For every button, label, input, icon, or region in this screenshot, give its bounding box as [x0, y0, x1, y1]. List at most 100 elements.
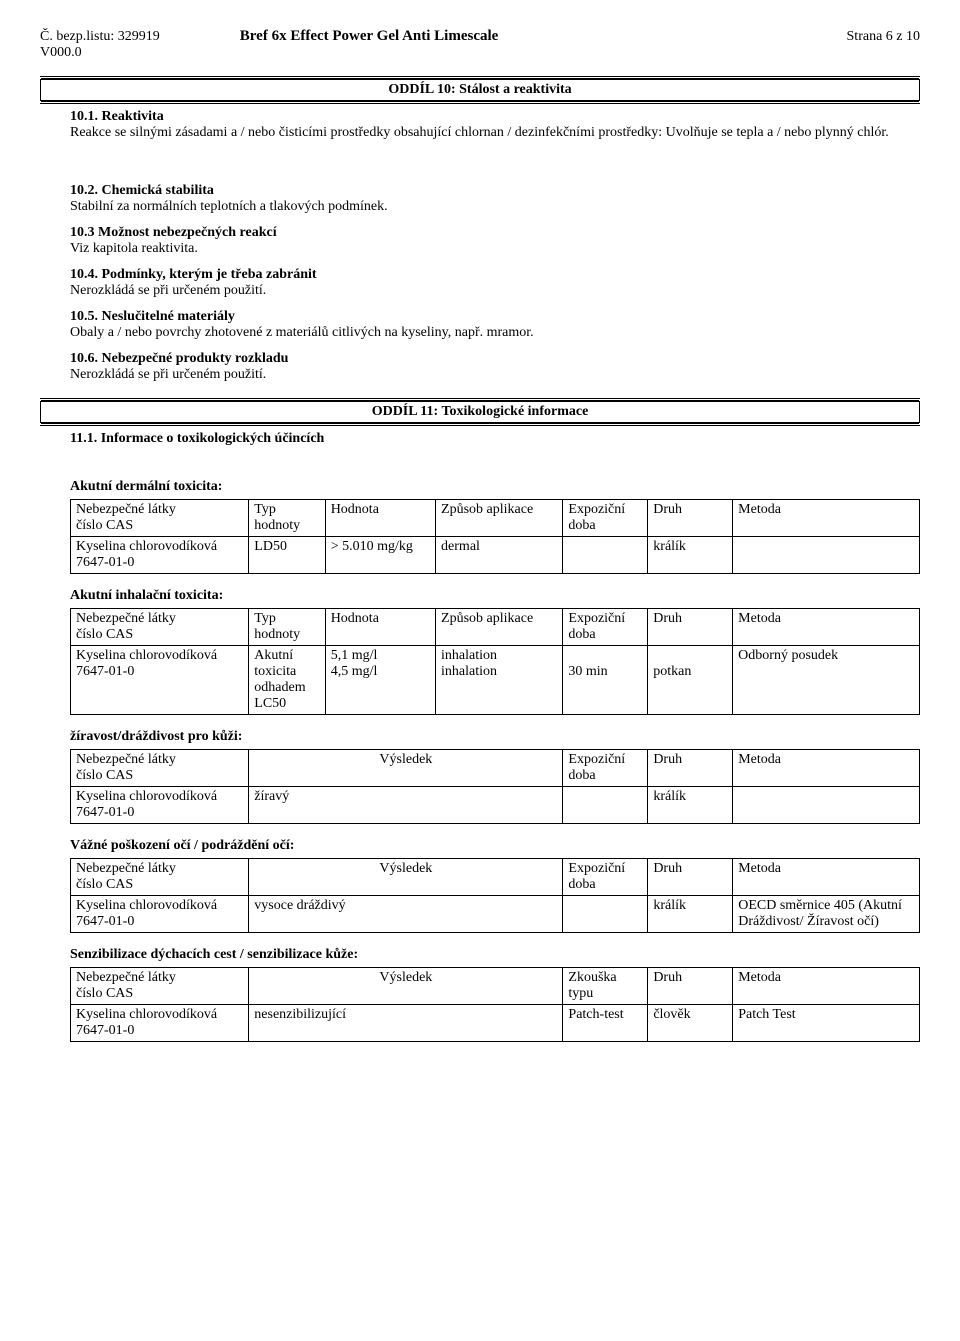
cell-substance: Kyselina chlorovodíková7647-01-0 — [71, 787, 249, 824]
th-test: Zkouškatypu — [563, 968, 648, 1005]
cell-method: OECD směrnice 405 (AkutníDráždivost/ Žír… — [733, 896, 920, 933]
doc-number-label: Č. bezp.listu: — [40, 29, 114, 44]
th-method: Metoda — [733, 500, 920, 537]
cell-substance: Kyselina chlorovodíková7647-01-0 — [71, 1005, 249, 1042]
th-exposure: Expozičnídoba — [563, 500, 648, 537]
cell-result: žíravý — [249, 787, 563, 824]
section-10-body: 10.1. Reaktivita Reakce se silnými zásad… — [70, 109, 920, 383]
th-method: Metoda — [733, 968, 920, 1005]
th-exposure: Expozičnídoba — [563, 609, 648, 646]
cell-method: Patch Test — [733, 1005, 920, 1042]
cell-method — [733, 787, 920, 824]
table-header-row: Nebezpečné látkyčíslo CAS Výsledek Expoz… — [71, 750, 920, 787]
s10-1-body: Reakce se silnými zásadami a / nebo čist… — [70, 125, 889, 141]
cell-route: inhalationinhalation — [436, 646, 563, 715]
th-value: Hodnota — [325, 609, 435, 646]
s11-1-head: 11.1. Informace o toxikologických účincí… — [70, 431, 920, 447]
cell-value: 5,1 mg/l4,5 mg/l — [325, 646, 435, 715]
cell-result: vysoce dráždivý — [249, 896, 563, 933]
th-species: Druh — [648, 968, 733, 1005]
cell-exposure — [563, 896, 648, 933]
doc-number: 329919 — [118, 29, 160, 44]
th-substance: Nebezpečné látkyčíslo CAS — [71, 968, 249, 1005]
th-species: Druh — [648, 609, 733, 646]
s10-5-body: Obaly a / nebo povrchy zhotovené z mater… — [70, 325, 534, 340]
cell-type: AkutnítoxicitaodhademLC50 — [249, 646, 325, 715]
th-species: Druh — [648, 750, 733, 787]
cell-value: > 5.010 mg/kg — [325, 537, 435, 574]
th-method: Metoda — [733, 609, 920, 646]
s10-5-head: 10.5. Neslučitelné materiály — [70, 309, 235, 324]
cell-route: dermal — [436, 537, 563, 574]
s10-2-head: 10.2. Chemická stabilita — [70, 183, 214, 198]
cell-test: Patch-test — [563, 1005, 648, 1042]
s10-6-head: 10.6. Nebezpečné produkty rozkladu — [70, 351, 288, 366]
table-header-row: Nebezpečné látkyčíslo CAS Výsledek Zkouš… — [71, 968, 920, 1005]
cell-exposure — [563, 537, 648, 574]
dermal-title: Akutní dermální toxicita: — [70, 479, 920, 495]
cell-species: králík — [648, 787, 733, 824]
section-11-title: ODDÍL 11: Toxikologické informace — [40, 401, 920, 423]
section-10-title: ODDÍL 10: Stálost a reaktivita — [40, 79, 920, 101]
th-species: Druh — [648, 500, 733, 537]
th-type: Typhodnoty — [249, 500, 325, 537]
cell-exposure — [563, 787, 648, 824]
s10-3-body: Viz kapitola reaktivita. — [70, 241, 198, 256]
table-row: Kyselina chlorovodíková7647-01-0 žíravý … — [71, 787, 920, 824]
page-label: Strana 6 z 10 — [847, 29, 920, 45]
th-result: Výsledek — [249, 750, 563, 787]
cell-method — [733, 537, 920, 574]
th-type: Typhodnoty — [249, 609, 325, 646]
skin-corr-title: žíravost/dráždivost pro kůži: — [70, 729, 920, 745]
section-11-body: 11.1. Informace o toxikologických účincí… — [70, 431, 920, 1042]
product-title: Bref 6x Effect Power Gel Anti Limescale — [160, 28, 847, 45]
sensitization-title: Senzibilizace dýchacích cest / senzibili… — [70, 947, 920, 963]
table-row: Kyselina chlorovodíková7647-01-0 LD50 > … — [71, 537, 920, 574]
th-result: Výsledek — [249, 968, 563, 1005]
th-value: Hodnota — [325, 500, 435, 537]
th-result: Výsledek — [249, 859, 563, 896]
th-route: Způsob aplikace — [436, 609, 563, 646]
table-row: Kyselina chlorovodíková7647-01-0 nesenzi… — [71, 1005, 920, 1042]
table-row: Kyselina chlorovodíková7647-01-0 Akutnít… — [71, 646, 920, 715]
th-substance: Nebezpečné látkyčíslo CAS — [71, 750, 249, 787]
cell-result: nesenzibilizující — [249, 1005, 563, 1042]
eye-dam-table: Nebezpečné látkyčíslo CAS Výsledek Expoz… — [70, 858, 920, 933]
th-route: Způsob aplikace — [436, 500, 563, 537]
dermal-table: Nebezpečné látkyčíslo CAS Typhodnoty Hod… — [70, 499, 920, 574]
cell-method: Odborný posudek — [733, 646, 920, 715]
cell-species: člověk — [648, 1005, 733, 1042]
s10-2-body: Stabilní za normálních teplotních a tlak… — [70, 199, 388, 214]
th-substance: Nebezpečné látkyčíslo CAS — [71, 859, 249, 896]
version: V000.0 — [40, 45, 920, 61]
s10-4-body: Nerozkládá se při určeném použití. — [70, 283, 266, 298]
th-substance: Nebezpečné látkyčíslo CAS — [71, 500, 249, 537]
cell-substance: Kyselina chlorovodíková7647-01-0 — [71, 537, 249, 574]
eye-dam-title: Vážné poškození očí / podráždění očí: — [70, 838, 920, 854]
cell-species: králík — [648, 537, 733, 574]
skin-corr-table: Nebezpečné látkyčíslo CAS Výsledek Expoz… — [70, 749, 920, 824]
cell-substance: Kyselina chlorovodíková7647-01-0 — [71, 896, 249, 933]
inhalation-title: Akutní inhalační toxicita: — [70, 588, 920, 604]
th-substance: Nebezpečné látkyčíslo CAS — [71, 609, 249, 646]
page-header: Č. bezp.listu: 329919 Bref 6x Effect Pow… — [40, 28, 920, 45]
cell-type: LD50 — [249, 537, 325, 574]
table-row: Kyselina chlorovodíková7647-01-0 vysoce … — [71, 896, 920, 933]
th-exposure: Expozičnídoba — [563, 859, 648, 896]
cell-species: potkan — [648, 646, 733, 715]
cell-substance: Kyselina chlorovodíková7647-01-0 — [71, 646, 249, 715]
s10-6-body: Nerozkládá se při určeném použití. — [70, 367, 266, 382]
table-header-row: Nebezpečné látkyčíslo CAS Typhodnoty Hod… — [71, 609, 920, 646]
inhalation-table: Nebezpečné látkyčíslo CAS Typhodnoty Hod… — [70, 608, 920, 715]
th-species: Druh — [648, 859, 733, 896]
s10-4-head: 10.4. Podmínky, kterým je třeba zabránit — [70, 267, 317, 282]
sensitization-table: Nebezpečné látkyčíslo CAS Výsledek Zkouš… — [70, 967, 920, 1042]
cell-exposure: 30 min — [563, 646, 648, 715]
th-method: Metoda — [733, 859, 920, 896]
th-exposure: Expozičnídoba — [563, 750, 648, 787]
s10-1-head: 10.1. Reaktivita — [70, 109, 164, 124]
table-header-row: Nebezpečné látkyčíslo CAS Typhodnoty Hod… — [71, 500, 920, 537]
th-method: Metoda — [733, 750, 920, 787]
header-left: Č. bezp.listu: 329919 — [40, 29, 160, 45]
cell-species: králík — [648, 896, 733, 933]
